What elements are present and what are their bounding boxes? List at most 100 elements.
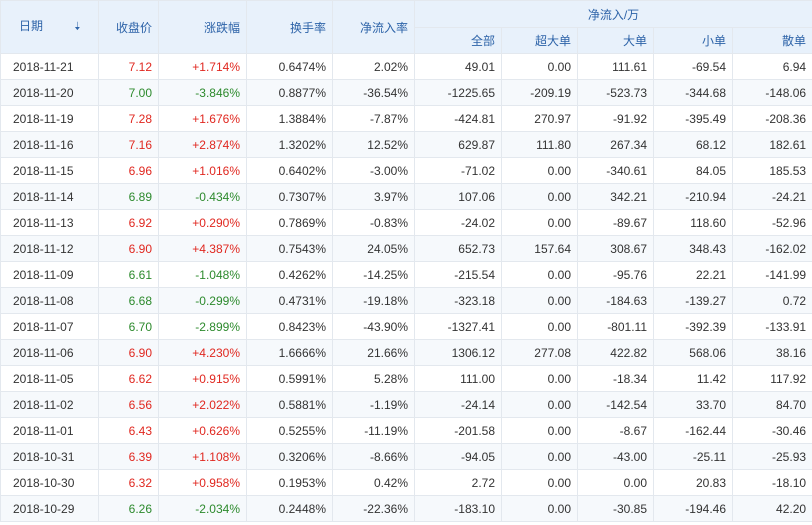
sort-arrow-down-icon[interactable]: 🠣 — [74, 21, 81, 33]
all-cell: 111.00 — [414, 365, 502, 392]
close-cell: 6.90 — [98, 339, 159, 366]
column-header-net-inflow-rate[interactable]: 净流入率 — [332, 0, 415, 54]
small-cell: 33.70 — [653, 391, 733, 418]
change-cell: +2.022% — [158, 391, 247, 418]
net-inflow-rate-cell: -43.90% — [332, 313, 415, 340]
turnover-cell: 0.6402% — [246, 157, 333, 184]
retail-cell: -52.96 — [731, 209, 812, 236]
change-cell: +0.290% — [158, 209, 247, 236]
table-row: 2018-11-13 6.92 +0.290% 0.7869% -0.83% -24.02… — [0, 209, 812, 236]
retail-cell: -30.46 — [731, 417, 812, 444]
net-inflow-rate-cell: 21.66% — [332, 339, 415, 366]
close-cell: 6.32 — [98, 469, 159, 496]
table-row: 2018-11-01 6.43 +0.626% 0.5255% -11.19% -201.… — [0, 417, 812, 444]
column-header-change[interactable]: 涨跌幅 — [158, 0, 247, 54]
super-large-cell: 0.00 — [501, 365, 578, 392]
super-large-cell: 0.00 — [501, 417, 578, 444]
change-cell: +1.714% — [158, 53, 247, 80]
all-cell: -201.58 — [414, 417, 502, 444]
super-large-cell: 277.08 — [501, 339, 578, 366]
close-cell: 6.70 — [98, 313, 159, 340]
date-cell: 2018-11-05 — [0, 365, 99, 392]
date-cell: 2018-11-07 — [0, 313, 99, 340]
table-row: 2018-11-06 6.90 +4.230% 1.6666% 21.66% 1306.1… — [0, 339, 812, 366]
small-cell: 22.21 — [653, 261, 733, 288]
change-cell: -3.846% — [158, 79, 247, 106]
column-header-date[interactable]: 日期 🠣 — [0, 0, 99, 54]
change-cell: +0.958% — [158, 469, 247, 496]
column-header-all[interactable]: 全部 — [414, 27, 502, 54]
retail-cell: -148.06 — [731, 79, 812, 106]
super-large-cell: 0.00 — [501, 287, 578, 314]
close-cell: 6.26 — [98, 495, 159, 522]
close-cell: 6.39 — [98, 443, 159, 470]
turnover-cell: 0.8877% — [246, 79, 333, 106]
retail-cell: -141.99 — [731, 261, 812, 288]
change-cell: -0.299% — [158, 287, 247, 314]
table-row: 2018-11-09 6.61 -1.048% 0.4262% -14.25% -215.… — [0, 261, 812, 288]
large-cell: -184.63 — [577, 287, 654, 314]
close-cell: 6.68 — [98, 287, 159, 314]
change-cell: +0.915% — [158, 365, 247, 392]
retail-cell: 38.16 — [731, 339, 812, 366]
all-cell: -424.81 — [414, 105, 502, 132]
turnover-cell: 0.7543% — [246, 235, 333, 262]
large-cell: -89.67 — [577, 209, 654, 236]
large-cell: 0.00 — [577, 469, 654, 496]
net-inflow-rate-cell: 5.28% — [332, 365, 415, 392]
date-cell: 2018-11-09 — [0, 261, 99, 288]
date-cell: 2018-11-16 — [0, 131, 99, 158]
large-cell: 111.61 — [577, 53, 654, 80]
large-cell: -18.34 — [577, 365, 654, 392]
small-cell: 84.05 — [653, 157, 733, 184]
change-cell: -2.899% — [158, 313, 247, 340]
table-row: 2018-11-14 6.89 -0.434% 0.7307% 3.97% 107.06 0… — [0, 183, 812, 210]
small-cell: 20.83 — [653, 469, 733, 496]
small-cell: -344.68 — [653, 79, 733, 106]
column-group-net-inflow: 净流入/万 — [413, 0, 812, 28]
small-cell: -210.94 — [653, 183, 733, 210]
super-large-cell: 0.00 — [501, 469, 578, 496]
super-large-cell: 0.00 — [501, 209, 578, 236]
large-cell: 308.67 — [577, 235, 654, 262]
retail-cell: 42.20 — [731, 495, 812, 522]
turnover-cell: 0.5255% — [246, 417, 333, 444]
small-cell: -25.11 — [653, 443, 733, 470]
super-large-cell: 0.00 — [501, 261, 578, 288]
date-cell: 2018-11-15 — [0, 157, 99, 184]
close-cell: 6.61 — [98, 261, 159, 288]
all-cell: -215.54 — [414, 261, 502, 288]
column-header-large[interactable]: 大单 — [577, 27, 654, 54]
column-header-small[interactable]: 小单 — [653, 27, 733, 54]
super-large-cell: 270.97 — [501, 105, 578, 132]
net-inflow-rate-cell: 12.52% — [332, 131, 415, 158]
retail-cell: 84.70 — [731, 391, 812, 418]
small-cell: 68.12 — [653, 131, 733, 158]
retail-cell: 0.72 — [731, 287, 812, 314]
table-row: 2018-10-31 6.39 +1.108% 0.3206% -8.66% -94.05… — [0, 443, 812, 470]
turnover-cell: 0.5881% — [246, 391, 333, 418]
column-header-close[interactable]: 收盘价 — [98, 0, 159, 54]
turnover-cell: 1.3884% — [246, 105, 333, 132]
small-cell: -395.49 — [653, 105, 733, 132]
all-cell: 2.72 — [414, 469, 502, 496]
retail-cell: 185.53 — [731, 157, 812, 184]
turnover-cell: 1.3202% — [246, 131, 333, 158]
super-large-cell: -209.19 — [501, 79, 578, 106]
close-cell: 6.90 — [98, 235, 159, 262]
close-cell: 6.43 — [98, 417, 159, 444]
column-header-super-large[interactable]: 超大单 — [501, 27, 578, 54]
turnover-cell: 0.2448% — [246, 495, 333, 522]
turnover-cell: 0.6474% — [246, 53, 333, 80]
retail-cell: -25.93 — [731, 443, 812, 470]
column-header-turnover[interactable]: 换手率 — [246, 0, 333, 54]
retail-cell: -24.21 — [731, 183, 812, 210]
table-row: 2018-11-05 6.62 +0.915% 0.5991% 5.28% 111.00 0… — [0, 365, 812, 392]
table-row: 2018-11-20 7.00 -3.846% 0.8877% -36.54% -1225… — [0, 79, 812, 106]
large-cell: 267.34 — [577, 131, 654, 158]
net-inflow-rate-cell: -22.36% — [332, 495, 415, 522]
retail-cell: -162.02 — [731, 235, 812, 262]
column-header-retail[interactable]: 散单 — [731, 27, 812, 54]
turnover-cell: 0.7869% — [246, 209, 333, 236]
